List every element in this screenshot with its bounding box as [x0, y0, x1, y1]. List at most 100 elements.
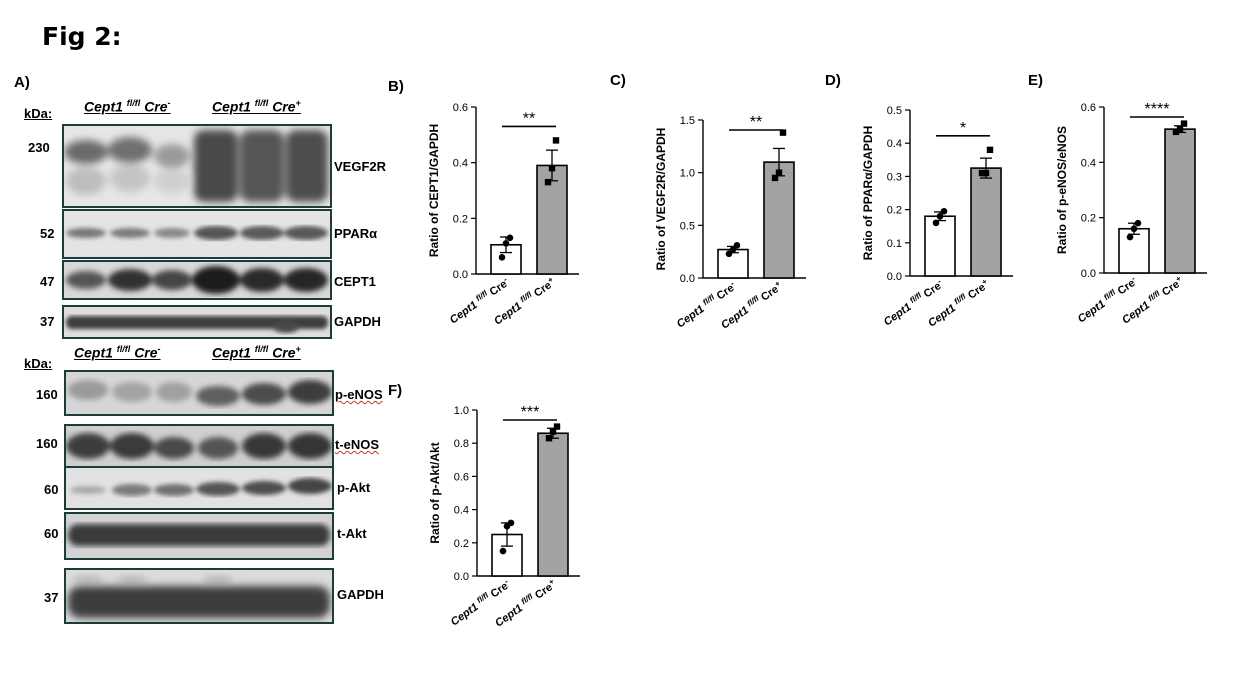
- y-tick-label: 0.8: [454, 438, 469, 450]
- blot-p-akt: [64, 466, 334, 510]
- y-tick-label: 0.2: [454, 538, 469, 550]
- blot-t-akt: [64, 512, 334, 560]
- y-axis-label: Ratio of p-Akt/Akt: [428, 442, 442, 543]
- panel-letter-e: E): [1028, 72, 1043, 89]
- panel-letter-f: F): [388, 382, 403, 399]
- significance-label: *: [960, 120, 966, 137]
- y-tick-label: 1.0: [680, 168, 695, 180]
- blot-cept1: [62, 260, 332, 300]
- y-tick-label: 0.0: [454, 571, 469, 583]
- bar: [537, 432, 569, 577]
- data-point: [932, 219, 940, 227]
- y-axis-label: Ratio of VEGF2R/GAPDH: [654, 128, 668, 271]
- blot-vegf2r: [62, 124, 332, 208]
- data-point: [552, 137, 560, 144]
- data-point: [1130, 225, 1138, 233]
- bar: [924, 215, 956, 277]
- y-tick-label: 1.5: [680, 115, 695, 127]
- bar: [763, 161, 795, 279]
- data-point: [1172, 128, 1180, 136]
- bar: [490, 243, 522, 275]
- data-point: [502, 240, 510, 247]
- blot-kda-t-enos: 160: [36, 436, 58, 451]
- data-point: [507, 519, 515, 527]
- y-tick-label: 0.5: [680, 220, 695, 232]
- data-point: [499, 547, 507, 555]
- data-point: [549, 428, 557, 435]
- data-point: [725, 250, 733, 258]
- data-point: [498, 254, 506, 261]
- bar: [536, 164, 568, 275]
- y-tick-label: 0.4: [887, 138, 902, 150]
- blot-gapdh-top: [62, 305, 332, 339]
- y-axis-label: Ratio of CEPT1/GAPDH: [427, 124, 441, 257]
- data-point: [986, 146, 994, 154]
- data-point: [771, 174, 779, 182]
- y-axis-label: Ratio of p-eNOS/eNOS: [1055, 126, 1069, 254]
- group-label-bottom-minus: Cept1 fl/fl Cre-: [74, 344, 161, 361]
- data-point: [1126, 233, 1134, 241]
- y-tick-label: 0.0: [680, 273, 695, 285]
- data-point: [775, 169, 783, 176]
- significance-label: **: [750, 114, 762, 131]
- blot-p-enos: [64, 370, 334, 416]
- kda-label-bottom: kDa:: [24, 356, 53, 371]
- y-tick-label: 0.4: [1081, 157, 1096, 169]
- data-point: [553, 423, 561, 430]
- protein-label-cept1: CEPT1: [334, 274, 376, 289]
- group-label-top-minus: Cept1 fl/fl Cre-: [84, 98, 171, 115]
- significance-label: **: [523, 110, 535, 127]
- significance-label: ****: [1145, 101, 1170, 118]
- blot-kda-p-akt: 60: [44, 482, 59, 497]
- panel-letter-c: C): [610, 72, 626, 89]
- data-point: [982, 169, 990, 177]
- data-point: [544, 178, 552, 186]
- protein-label-gapdh-bottom: GAPDH: [337, 587, 384, 602]
- data-point: [1180, 120, 1188, 127]
- y-tick-label: 0.6: [454, 471, 469, 483]
- bar: [717, 248, 749, 279]
- y-tick-label: 0.0: [453, 269, 468, 281]
- bar: [1164, 128, 1196, 274]
- y-tick-label: 0.0: [1081, 268, 1096, 280]
- data-point: [940, 207, 948, 215]
- blot-kda-vegf2r: 230: [28, 140, 50, 155]
- panel-letter-b: B): [388, 78, 404, 95]
- data-point: [978, 169, 986, 177]
- blot-kda-t-akt: 60: [44, 526, 59, 541]
- data-point: [1176, 125, 1184, 133]
- figure-title: Fig 2:: [42, 22, 122, 51]
- data-point: [779, 129, 787, 136]
- blot-kda-ppara: 52: [40, 226, 55, 241]
- y-tick-label: 0.1: [887, 238, 902, 250]
- panel-letter-a: A): [14, 74, 30, 91]
- y-tick-label: 0.5: [887, 105, 902, 117]
- blot-kda-gapdh-top: 37: [40, 314, 55, 329]
- y-tick-label: 1.0: [454, 405, 469, 417]
- blot-gapdh-bottom: [64, 568, 334, 624]
- data-point: [545, 435, 553, 442]
- y-tick-label: 0.2: [1081, 213, 1096, 225]
- blot-t-enos: [64, 424, 334, 468]
- blot-kda-cept1: 47: [40, 274, 55, 289]
- y-axis-label: Ratio of PPARα/GAPDH: [861, 126, 875, 261]
- data-point: [729, 246, 737, 253]
- data-point: [936, 212, 944, 220]
- blot-ppara: [62, 209, 332, 259]
- y-tick-label: 0.4: [453, 158, 468, 170]
- data-point: [548, 165, 556, 172]
- protein-label-ppara: PPARα: [334, 226, 378, 241]
- protein-label-p-enos: p-eNOS: [335, 387, 383, 402]
- y-tick-label: 0.0: [887, 271, 902, 283]
- group-label-top-plus: Cept1 fl/fl Cre+: [212, 98, 301, 115]
- group-label-bottom-plus: Cept1 fl/fl Cre+: [212, 344, 301, 361]
- bar: [1118, 227, 1150, 274]
- y-tick-label: 0.6: [453, 102, 468, 114]
- data-point: [733, 242, 741, 249]
- protein-label-vegf2r: VEGF2R: [334, 159, 387, 174]
